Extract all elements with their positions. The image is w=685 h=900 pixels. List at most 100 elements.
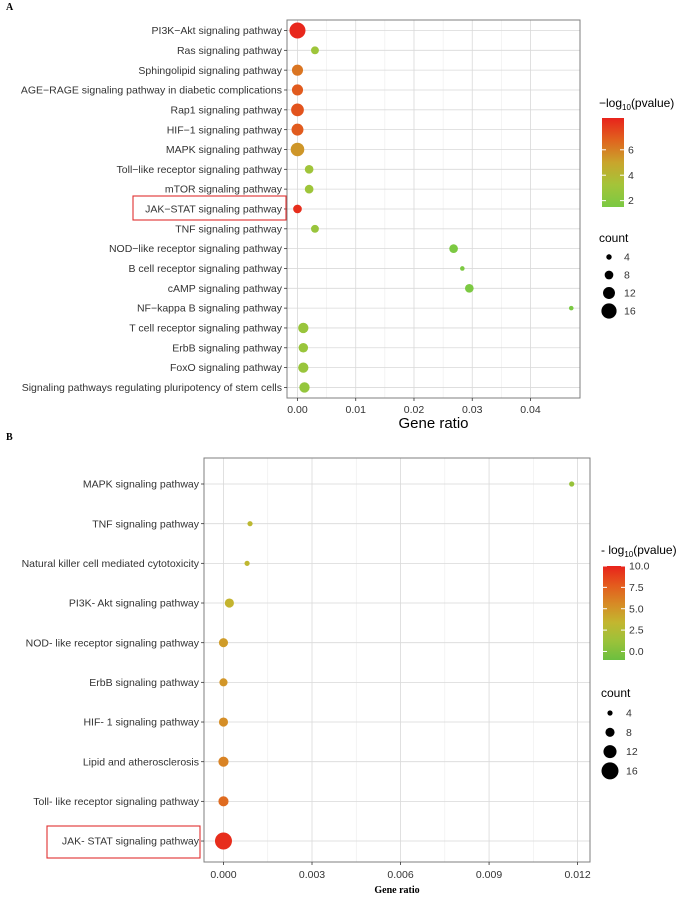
- y-tick-label: NOD- like receptor signaling pathway: [26, 637, 200, 649]
- y-tick-label: FoxO signaling pathway: [170, 362, 283, 374]
- size-legend-key: [603, 287, 615, 299]
- y-tick-label: MAPK signaling pathway: [166, 144, 283, 156]
- data-point: [311, 224, 319, 233]
- data-point: [291, 64, 304, 76]
- y-tick-label: HIF−1 signaling pathway: [167, 124, 283, 136]
- data-point: [290, 142, 305, 157]
- y-tick-label: Lipid and atherosclerosis: [83, 756, 199, 768]
- color-legend-title: −log10(pvalue): [599, 96, 674, 112]
- x-tick-label: 0.012: [564, 869, 590, 881]
- y-tick-label: AGE−RAGE signaling pathway in diabetic c…: [21, 85, 282, 97]
- data-point: [291, 103, 304, 117]
- size-legend-label: 16: [626, 766, 638, 778]
- y-tick-label: JAK−STAT signaling pathway: [145, 204, 283, 216]
- color-legend-tick-label: 5.0: [629, 603, 644, 615]
- data-point: [464, 283, 474, 293]
- y-tick-label: Natural killer cell mediated cytotoxicit…: [22, 558, 200, 570]
- y-tick-label: Signaling pathways regulating pluripoten…: [22, 382, 282, 394]
- y-tick-label: PI3K- Akt signaling pathway: [69, 598, 200, 610]
- x-tick-label: 0.009: [476, 869, 502, 881]
- data-point: [291, 84, 304, 96]
- data-point: [449, 244, 458, 253]
- size-legend-key: [601, 303, 617, 319]
- y-tick-label: Sphingolipid signaling pathway: [138, 65, 282, 77]
- color-legend-tick-label: 2: [628, 195, 634, 207]
- x-tick-label: 0.03: [462, 404, 483, 416]
- size-legend-label: 8: [626, 727, 632, 739]
- data-point: [224, 598, 234, 608]
- y-tick-label: NF−kappa B signaling pathway: [137, 303, 283, 315]
- data-point: [299, 382, 310, 393]
- data-point: [311, 46, 319, 55]
- color-legend-tick-label: 7.5: [629, 582, 644, 594]
- size-legend-key: [607, 710, 613, 716]
- data-point: [218, 756, 229, 767]
- data-point: [219, 678, 228, 687]
- color-legend-title: - log10(pvalue): [601, 543, 677, 559]
- x-tick-label: 0.01: [346, 404, 367, 416]
- data-point: [218, 796, 229, 807]
- size-legend-key: [603, 745, 617, 759]
- data-point: [289, 22, 306, 39]
- size-legend-key: [601, 762, 619, 780]
- y-tick-label: MAPK signaling pathway: [83, 479, 200, 491]
- size-legend-key: [604, 270, 614, 280]
- data-point: [298, 343, 309, 353]
- data-point: [247, 521, 253, 527]
- data-point: [218, 717, 229, 727]
- color-legend-bar: [602, 118, 624, 207]
- x-tick-label: 0.02: [404, 404, 425, 416]
- size-legend-label: 12: [624, 288, 636, 300]
- plot-area: [204, 458, 590, 862]
- panel-b-chart: MAPK signaling pathway TNF signaling path…: [22, 457, 677, 896]
- x-tick-label: 0.003: [299, 869, 325, 881]
- size-legend-key: [606, 254, 612, 260]
- y-tick-label: ErbB signaling pathway: [89, 677, 199, 689]
- y-tick-label: NOD−like receptor signaling pathway: [109, 243, 283, 255]
- color-legend-tick-label: 6: [628, 144, 634, 156]
- y-tick-label: TNF signaling pathway: [175, 223, 283, 235]
- color-legend-tick-label: 0.0: [629, 646, 644, 658]
- color-legend-bar: [603, 566, 625, 660]
- size-legend-label: 12: [626, 746, 638, 758]
- y-tick-label: cAMP signaling pathway: [168, 283, 283, 295]
- color-legend-tick-label: 2.5: [629, 625, 644, 637]
- data-point: [218, 638, 229, 648]
- data-point: [569, 481, 575, 487]
- y-tick-label: Toll−like receptor signaling pathway: [117, 164, 283, 176]
- data-point: [298, 322, 309, 334]
- panel-a-chart: PI3K−Akt signaling pathway Ras signaling …: [21, 19, 674, 432]
- data-point: [298, 362, 309, 373]
- data-point: [304, 184, 314, 194]
- y-tick-label: HIF- 1 signaling pathway: [83, 717, 199, 729]
- panel-a-letter: A: [6, 2, 14, 13]
- x-tick-label: 0.006: [387, 869, 413, 881]
- size-legend-title: count: [601, 686, 631, 700]
- size-legend-label: 16: [624, 306, 636, 318]
- plot-border: [203, 457, 591, 863]
- size-legend-label: 4: [626, 708, 632, 720]
- color-legend-tick-label: 4: [628, 170, 634, 182]
- data-point: [291, 123, 304, 136]
- highlight-box: [132, 195, 287, 221]
- size-legend-label: 4: [624, 252, 630, 264]
- data-point: [460, 266, 465, 271]
- y-tick-label: PI3K−Akt signaling pathway: [152, 25, 283, 37]
- highlight-box: [46, 825, 201, 859]
- color-legend-tick-label: 10.0: [629, 561, 650, 573]
- panel-b-letter: B: [6, 432, 13, 443]
- y-tick-label: T cell receptor signaling pathway: [129, 323, 282, 335]
- y-tick-label: Ras signaling pathway: [177, 45, 283, 57]
- y-tick-label: ErbB signaling pathway: [172, 342, 282, 354]
- y-tick-label: TNF signaling pathway: [92, 518, 200, 530]
- y-tick-label: Toll- like receptor signaling pathway: [33, 796, 199, 808]
- y-tick-label: B cell receptor signaling pathway: [128, 263, 282, 275]
- data-point: [293, 204, 302, 214]
- x-tick-label: 0.000: [210, 869, 236, 881]
- data-point: [304, 164, 314, 174]
- x-axis-label: Gene ratio: [374, 885, 419, 896]
- x-axis-label: Gene ratio: [398, 415, 468, 432]
- data-point: [568, 305, 574, 311]
- data-point: [214, 832, 232, 850]
